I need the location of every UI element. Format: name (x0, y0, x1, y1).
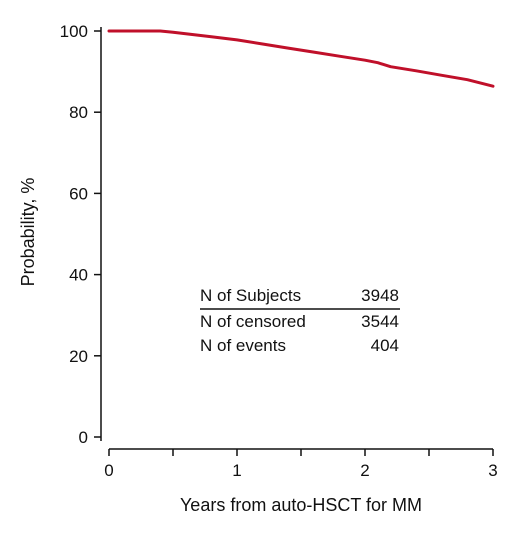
y-axis-title: Probability, % (18, 178, 38, 287)
x-tick-label: 2 (360, 461, 369, 480)
x-axis-tick-labels: 0 1 2 3 (104, 461, 497, 480)
y-tick-label: 80 (69, 103, 88, 122)
table-row-censored-label: N of censored (200, 312, 306, 331)
y-tick-label: 40 (69, 266, 88, 285)
y-axis-tick-labels: 0 20 40 60 80 100 (60, 22, 88, 447)
x-axis-ticks (108, 449, 494, 456)
y-tick-label: 0 (79, 428, 88, 447)
summary-table: N of Subjects 3948 N of censored 3544 N … (200, 286, 400, 355)
table-row-events-label: N of events (200, 336, 286, 355)
table-row-events-value: 404 (371, 336, 399, 355)
y-tick-label: 20 (69, 347, 88, 366)
x-tick-label: 0 (104, 461, 113, 480)
x-tick-label: 1 (232, 461, 241, 480)
x-tick-label: 3 (488, 461, 497, 480)
table-row-censored-value: 3544 (361, 312, 399, 331)
y-axis-ticks (94, 30, 101, 438)
x-axis-title: Years from auto-HSCT for MM (180, 495, 422, 515)
y-tick-label: 60 (69, 184, 88, 203)
survival-curve (107, 29, 495, 88)
table-row-subjects-label: N of Subjects (200, 286, 301, 305)
table-row-subjects-value: 3948 (361, 286, 399, 305)
y-tick-label: 100 (60, 22, 88, 41)
